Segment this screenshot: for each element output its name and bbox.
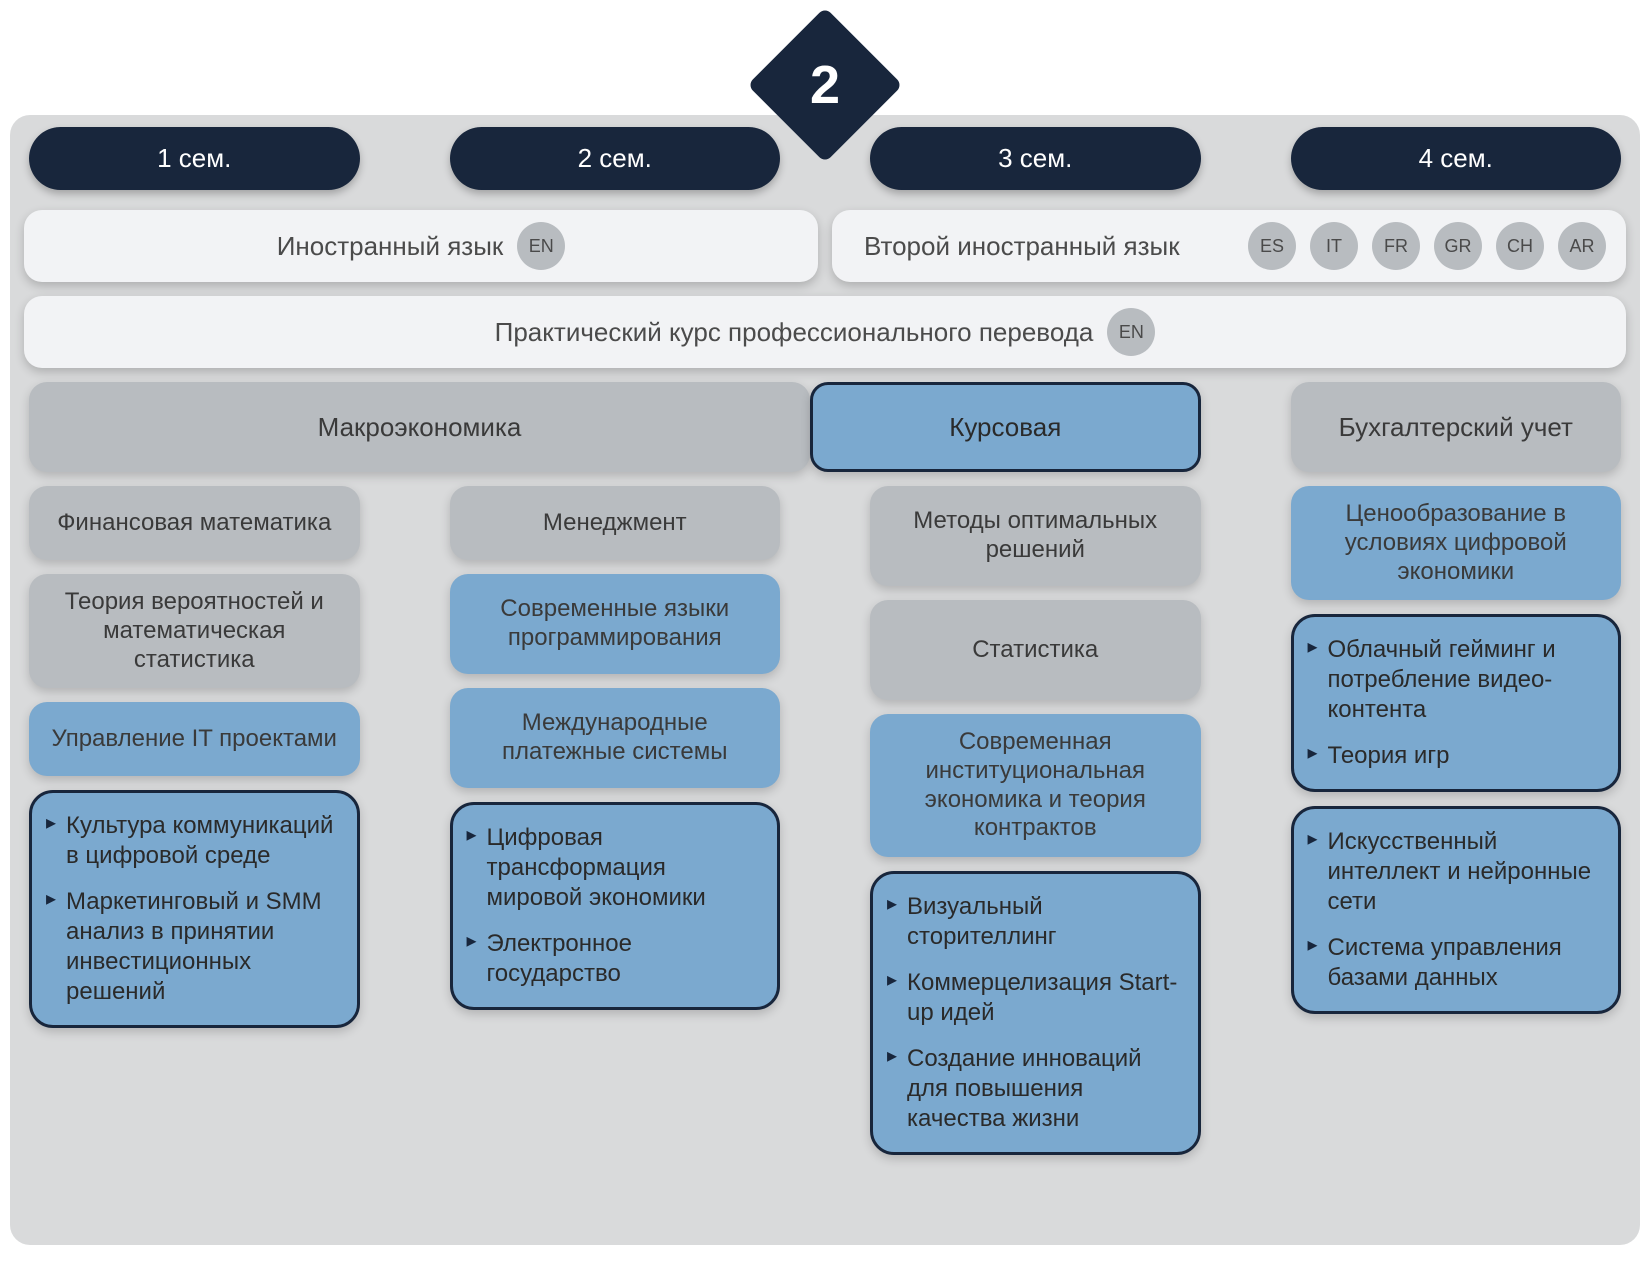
institutional-economics-card: Современная институциональная экономика … — [870, 714, 1201, 857]
column-2: Менеджмент Современные языки программиро… — [450, 486, 781, 1010]
curriculum-panel: 1 сем. 2 сем. 3 сем. 4 сем. Иностранный … — [10, 115, 1640, 1245]
lang-chip-en: EN — [517, 222, 565, 270]
translation-course-label: Практический курс профессионального пере… — [495, 317, 1094, 348]
financial-math-card: Финансовая математика — [29, 486, 360, 560]
coursework-card: Курсовая — [810, 382, 1201, 472]
macroeconomics-card: Макроэкономика — [29, 382, 810, 472]
lang-chip-it: IT — [1310, 222, 1358, 270]
semester-1-pill: 1 сем. — [29, 127, 360, 190]
courses-grid: Финансовая математика Теория вероятносте… — [29, 486, 1621, 1155]
second-foreign-language-bar: Второй иностранный язык ES IT FR GR CH A… — [832, 210, 1626, 282]
it-project-mgmt-card: Управление IT проектами — [29, 702, 360, 776]
statistics-card: Статистика — [870, 600, 1201, 700]
column-4-electives-b: Искусственный интеллект и нейронные сети… — [1291, 806, 1622, 1014]
elective-item: Теория игр — [1308, 741, 1605, 771]
year-number: 2 — [770, 30, 880, 140]
probability-theory-card: Теория вероятностей и математическая ста… — [29, 574, 360, 688]
language-row: Иностранный язык EN Второй иностранный я… — [24, 210, 1626, 282]
translation-row: Практический курс профессионального пере… — [24, 296, 1626, 368]
second-foreign-language-label: Второй иностранный язык — [864, 231, 1180, 262]
elective-item: Цифровая трансформация мировой экономики — [467, 823, 764, 913]
elective-item: Электронное государство — [467, 929, 764, 989]
semester-2-pill: 2 сем. — [450, 127, 781, 190]
semester-4-pill: 4 сем. — [1291, 127, 1622, 190]
management-card: Менеджмент — [450, 486, 781, 560]
pricing-digital-economy-card: Ценообразование в условиях цифровой экон… — [1291, 486, 1622, 600]
column-3: Методы оптимальных решений Статистика Со… — [870, 486, 1201, 1155]
elective-item: Создание инноваций для повышения качеств… — [887, 1044, 1184, 1134]
elective-item: Визуальный сторителлинг — [887, 892, 1184, 952]
programming-languages-card: Современные языки программирования — [450, 574, 781, 674]
optimal-decisions-card: Методы оптимальных решений — [870, 486, 1201, 586]
column-4: Ценообразование в условиях цифровой экон… — [1291, 486, 1622, 1014]
lang-chip-es: ES — [1248, 222, 1296, 270]
lang-chip-gr: GR — [1434, 222, 1482, 270]
elective-item: Облачный гейминг и потребление видео-кон… — [1308, 635, 1605, 725]
elective-item: Культура коммуникаций в цифровой среде — [46, 811, 343, 871]
accounting-card: Бухгалтерский учет — [1291, 382, 1622, 472]
elective-item: Система управления базами данных — [1308, 933, 1605, 993]
macro-row: Макроэкономика Курсовая Бухгалтерский уч… — [29, 382, 1621, 472]
foreign-language-label: Иностранный язык — [277, 231, 504, 262]
lang-chip-ch: CH — [1496, 222, 1544, 270]
semester-3-pill: 3 сем. — [870, 127, 1201, 190]
column-1: Финансовая математика Теория вероятносте… — [29, 486, 360, 1028]
lang-chip-fr: FR — [1372, 222, 1420, 270]
column-3-electives: Визуальный сторителлинг Коммерцелизация … — [870, 871, 1201, 1155]
elective-item: Маркетинговый и SMM анализ в принятии ин… — [46, 887, 343, 1007]
column-1-electives: Культура коммуникаций в цифровой среде М… — [29, 790, 360, 1028]
translation-course-bar: Практический курс профессионального пере… — [24, 296, 1626, 368]
foreign-language-bar: Иностранный язык EN — [24, 210, 818, 282]
translation-chip-en: EN — [1107, 308, 1155, 356]
year-diamond: 2 — [770, 30, 880, 140]
column-4-electives-a: Облачный гейминг и потребление видео-кон… — [1291, 614, 1622, 792]
column-2-electives: Цифровая трансформация мировой экономики… — [450, 802, 781, 1010]
payment-systems-card: Международные платежные системы — [450, 688, 781, 788]
elective-item: Искусственный интеллект и нейронные сети — [1308, 827, 1605, 917]
elective-item: Коммерцелизация Start-up идей — [887, 968, 1184, 1028]
lang-chip-ar: AR — [1558, 222, 1606, 270]
